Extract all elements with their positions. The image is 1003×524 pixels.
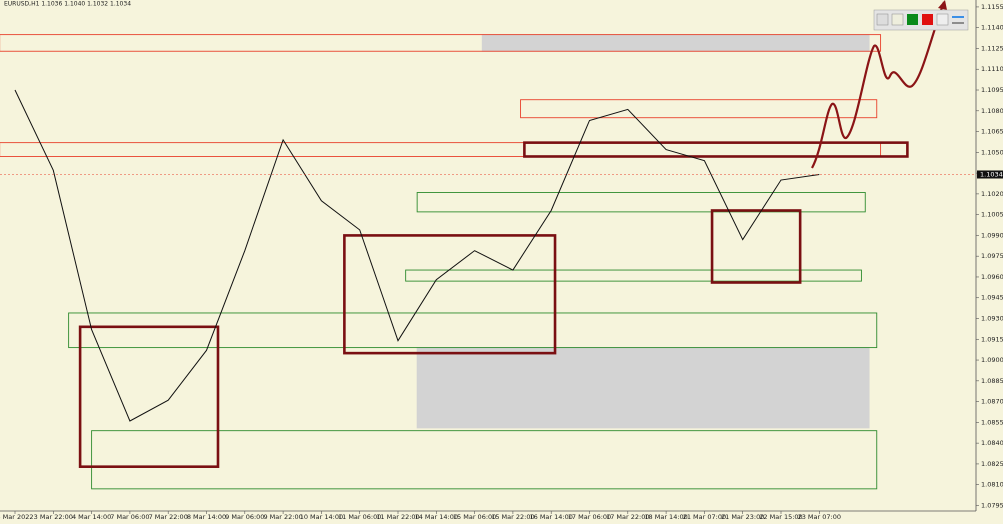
x-tick-label: 14 Mar 14:00 [415, 513, 458, 521]
y-tick-label: 1.0840 [981, 439, 1003, 447]
x-tick-label: 17 Mar 06:00 [568, 513, 611, 521]
x-tick-label: 9 Mar 22:00 [263, 513, 302, 521]
y-tick-label: 1.0810 [981, 481, 1003, 489]
y-tick-label: 1.1065 [981, 128, 1003, 136]
chart-title: EURUSD,H1 1.1036 1.1040 1.1032 1.1034 [4, 1, 131, 8]
x-tick-label: 7 Mar 22:00 [149, 513, 188, 521]
y-tick-label: 1.1050 [981, 148, 1003, 156]
x-tick-label: 10 Mar 14:00 [300, 513, 343, 521]
last-price-box [977, 170, 1003, 179]
y-tick-label: 1.1005 [981, 211, 1003, 219]
zone [523, 141, 909, 158]
x-tick-label: 3 Mar 22:00 [34, 513, 73, 521]
tool-button[interactable] [891, 13, 904, 26]
zone [0, 34, 882, 52]
zone [0, 142, 882, 157]
x-tick-label: 11 Mar 22:00 [376, 513, 419, 521]
zone [91, 430, 878, 490]
toolbar [873, 9, 969, 31]
tool-button[interactable] [922, 14, 933, 25]
zone [68, 312, 878, 349]
x-tick-label: 22 Mar 15:00 [759, 513, 802, 521]
y-tick-label: 1.1080 [981, 107, 1003, 115]
y-tick-label: 1.0855 [981, 418, 1003, 426]
y-tick-label: 1.0795 [981, 501, 1003, 509]
x-tick-label: 15 Mar 22:00 [491, 513, 534, 521]
x-tick-label: 7 Mar 06:00 [110, 513, 149, 521]
zone [710, 209, 802, 284]
y-tick-label: 1.1095 [981, 86, 1003, 94]
y-tick-label: 1.1020 [981, 190, 1003, 198]
x-tick-label: 23 Mar 07:00 [798, 513, 841, 521]
marks: 1.1034 [0, 89, 1003, 422]
tool-button[interactable] [907, 14, 918, 25]
zone [416, 347, 870, 429]
forecast-arrowhead [938, 0, 947, 10]
zone [416, 192, 866, 213]
zone [405, 269, 862, 282]
y-tick-label: 1.0900 [981, 356, 1003, 364]
x-tick-label: 8 Mar 14:00 [187, 513, 226, 521]
x-tick-label: 21 Mar 23:00 [721, 513, 764, 521]
ticks: 1.1155 1.1140 1.1125 1.1110 1.1095 1.1080 1.10… [0, 3, 1003, 521]
zone [78, 325, 220, 468]
x-tick-label: 21 Mar 07:00 [683, 513, 726, 521]
y-tick-label: 1.0825 [981, 460, 1003, 468]
zones [0, 34, 909, 490]
y-tick-label: 1.0915 [981, 335, 1003, 343]
x-tick-label: 3 Mar 2022 [0, 513, 34, 521]
y-tick-label: 1.0870 [981, 398, 1003, 406]
y-tick-label: 1.0945 [981, 294, 1003, 302]
x-tick-label: 11 Mar 06:00 [338, 513, 381, 521]
tool-button[interactable] [876, 13, 889, 26]
y-tick-label: 1.0975 [981, 252, 1003, 260]
y-tick-label: 1.1155 [981, 3, 1003, 11]
y-tick-label: 1.0885 [981, 377, 1003, 385]
price-line [14, 89, 820, 422]
y-tick-label: 1.0930 [981, 315, 1003, 323]
x-tick-label: 17 Mar 22:00 [606, 513, 649, 521]
zone [481, 34, 870, 52]
y-tick-label: 1.1110 [981, 65, 1003, 73]
tool-button[interactable] [936, 13, 949, 26]
zone [343, 234, 557, 355]
y-tick-label: 1.1125 [981, 44, 1003, 52]
y-tick-label: 1.0990 [981, 231, 1003, 239]
y-tick-label: 1.0960 [981, 273, 1003, 281]
y-tick-label: 1.1140 [981, 24, 1003, 32]
zone [520, 99, 878, 119]
x-tick-label: 4 Mar 14:00 [72, 513, 111, 521]
forecast-curve [811, 1, 946, 169]
x-tick-label: 18 Mar 14:00 [644, 513, 687, 521]
last-price-label: 1.1034 [980, 170, 1003, 178]
x-tick-label: 9 Mar 06:00 [225, 513, 264, 521]
x-tick-label: 16 Mar 14:00 [529, 513, 572, 521]
x-tick-label: 15 Mar 06:00 [453, 513, 496, 521]
